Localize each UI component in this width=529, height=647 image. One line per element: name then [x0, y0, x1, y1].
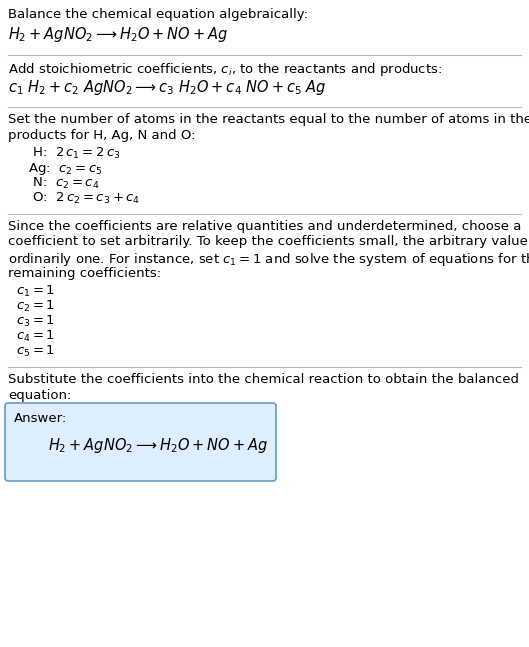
Text: H:  $2\,c_1 = 2\,c_3$: H: $2\,c_1 = 2\,c_3$: [28, 146, 121, 161]
Text: Answer:: Answer:: [14, 412, 67, 425]
Text: $c_1\ H_2 + c_2\ AgNO_2 \longrightarrow c_3\ H_2O + c_4\ NO + c_5\ Ag$: $c_1\ H_2 + c_2\ AgNO_2 \longrightarrow …: [8, 78, 326, 97]
Text: N:  $c_2 = c_4$: N: $c_2 = c_4$: [28, 176, 99, 191]
Text: Add stoichiometric coefficients, $c_i$, to the reactants and products:: Add stoichiometric coefficients, $c_i$, …: [8, 61, 442, 78]
Text: $c_2 = 1$: $c_2 = 1$: [16, 299, 55, 314]
Text: Set the number of atoms in the reactants equal to the number of atoms in the: Set the number of atoms in the reactants…: [8, 113, 529, 126]
Text: remaining coefficients:: remaining coefficients:: [8, 267, 161, 280]
Text: equation:: equation:: [8, 388, 71, 402]
Text: ordinarily one. For instance, set $c_1 = 1$ and solve the system of equations fo: ordinarily one. For instance, set $c_1 =…: [8, 251, 529, 268]
Text: Balance the chemical equation algebraically:: Balance the chemical equation algebraica…: [8, 8, 308, 21]
Text: coefficient to set arbitrarily. To keep the coefficients small, the arbitrary va: coefficient to set arbitrarily. To keep …: [8, 236, 529, 248]
Text: $c_5 = 1$: $c_5 = 1$: [16, 344, 55, 359]
Text: Since the coefficients are relative quantities and underdetermined, choose a: Since the coefficients are relative quan…: [8, 220, 522, 233]
Text: Ag:  $c_2 = c_5$: Ag: $c_2 = c_5$: [28, 161, 103, 177]
Text: $c_3 = 1$: $c_3 = 1$: [16, 314, 55, 329]
Text: $H_2 + AgNO_2 \longrightarrow H_2O + NO + Ag$: $H_2 + AgNO_2 \longrightarrow H_2O + NO …: [48, 436, 268, 455]
Text: Substitute the coefficients into the chemical reaction to obtain the balanced: Substitute the coefficients into the che…: [8, 373, 519, 386]
Text: $H_2 + AgNO_2 \longrightarrow H_2O + NO + Ag$: $H_2 + AgNO_2 \longrightarrow H_2O + NO …: [8, 25, 228, 45]
Text: $c_4 = 1$: $c_4 = 1$: [16, 329, 55, 344]
Text: O:  $2\,c_2 = c_3 + c_4$: O: $2\,c_2 = c_3 + c_4$: [28, 191, 140, 206]
Text: $c_1 = 1$: $c_1 = 1$: [16, 284, 55, 299]
FancyBboxPatch shape: [5, 403, 276, 481]
Text: products for H, Ag, N and O:: products for H, Ag, N and O:: [8, 129, 196, 142]
